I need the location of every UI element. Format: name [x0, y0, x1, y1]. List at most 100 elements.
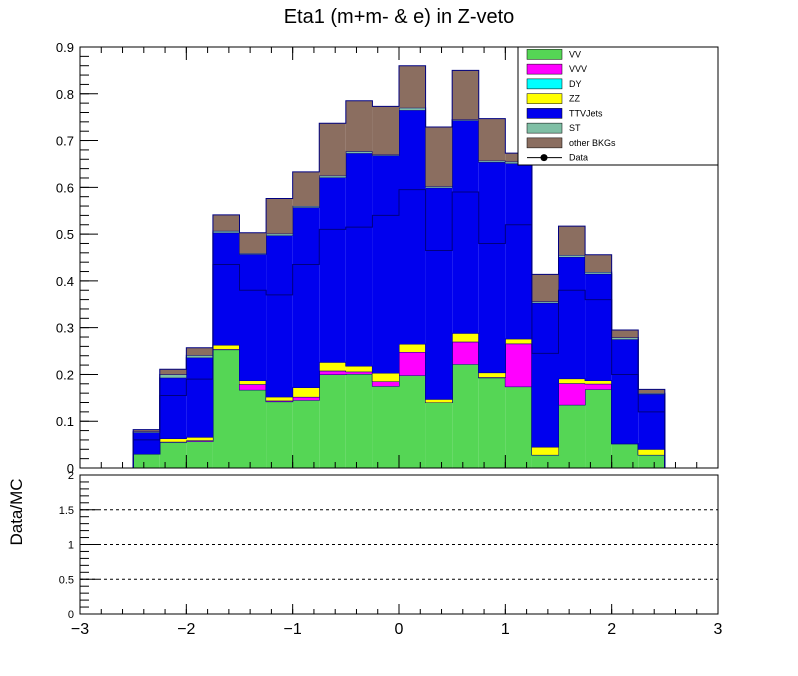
- bar-ttvjets: [319, 177, 346, 363]
- bar-vv: [452, 364, 479, 468]
- bar-vvv: [319, 370, 346, 375]
- x-tick-label: 0: [395, 621, 404, 638]
- bar-ttvjets: [266, 235, 293, 397]
- bar-vvv: [558, 383, 586, 405]
- legend-label-vv: VV: [569, 49, 581, 59]
- y-tick-label: 0: [67, 461, 74, 476]
- bar-st: [319, 175, 346, 178]
- bar-zz: [558, 378, 586, 384]
- legend-swatch-st: [526, 122, 563, 134]
- bar-other-bkgs: [159, 369, 187, 375]
- legend-swatch-vv: [526, 49, 563, 60]
- legend-label-vvv: VVV: [569, 64, 587, 74]
- bar-ttvjets: [505, 163, 532, 339]
- bar-other-bkgs: [531, 274, 559, 302]
- ratio-y-title: Data/MC: [7, 478, 26, 545]
- bar-zz: [399, 344, 426, 352]
- bar-zz: [266, 396, 293, 401]
- legend-label-zz: ZZ: [569, 94, 580, 104]
- bar-ttvjets: [478, 162, 506, 373]
- bar-zz: [345, 366, 373, 372]
- y-tick-label: 0.7: [56, 134, 74, 149]
- bar-ttvjets: [452, 120, 479, 334]
- x-tick-label: 3: [714, 621, 723, 638]
- legend-swatch-zz: [526, 93, 563, 104]
- y-tick-label: 0.4: [56, 274, 74, 289]
- bar-ttvjets: [399, 110, 426, 345]
- bar-st: [478, 160, 506, 163]
- bar-ttvjets: [558, 257, 586, 379]
- bar-st: [425, 186, 453, 188]
- bar-zz: [478, 372, 506, 378]
- bar-vvv: [345, 371, 373, 374]
- bar-vv: [585, 389, 612, 468]
- bar-vv: [611, 443, 639, 468]
- bar-vvv: [292, 396, 320, 401]
- bar-st: [266, 233, 293, 236]
- x-tick-label: −1: [284, 621, 302, 638]
- bar-other-bkgs: [425, 126, 453, 187]
- bar-other-bkgs: [239, 232, 267, 254]
- bar-other-bkgs: [212, 214, 240, 231]
- bar-ttvjets: [531, 302, 559, 447]
- bar-other-bkgs: [611, 330, 639, 338]
- x-tick-label: 1: [501, 621, 510, 638]
- bar-st: [292, 206, 320, 208]
- ratio-y-tick-label: 0: [68, 609, 74, 621]
- bar-zz: [638, 449, 665, 455]
- bar-vv: [399, 375, 426, 468]
- bar-ttvjets: [372, 155, 399, 374]
- stacked-histogram: [132, 65, 666, 468]
- x-tick-label: −3: [71, 621, 89, 638]
- bar-zz: [425, 399, 453, 403]
- bar-zz: [585, 380, 612, 384]
- bar-vv: [266, 401, 293, 468]
- y-tick-label: 0.5: [56, 227, 74, 242]
- stack-outline-other-bkgs: [132, 65, 666, 468]
- bar-vv: [372, 386, 399, 468]
- bar-ttvjets: [611, 339, 639, 444]
- bar-ttvjets: [159, 377, 187, 439]
- bar-zz: [531, 446, 559, 455]
- bar-ttvjets: [239, 254, 267, 381]
- bar-other-bkgs: [638, 389, 665, 394]
- bar-vv: [505, 386, 532, 468]
- bar-vvv: [372, 381, 399, 387]
- bar-other-bkgs: [585, 254, 612, 273]
- bar-other-bkgs: [319, 123, 346, 176]
- y-tick-label: 0.8: [56, 87, 74, 102]
- y-tick-label: 0.1: [56, 414, 74, 429]
- bar-vvv: [239, 384, 267, 390]
- legend-data-marker: [540, 154, 548, 162]
- y-tick-label: 0.9: [56, 40, 74, 55]
- bar-st: [345, 151, 373, 154]
- ratio-y-tick-label: 0.5: [59, 574, 74, 586]
- bar-vv: [212, 349, 240, 468]
- legend-swatch-other-bkgs: [526, 137, 563, 149]
- bar-ttvjets: [425, 187, 453, 400]
- bar-vvv: [452, 341, 479, 365]
- bar-st: [186, 355, 213, 358]
- bar-st: [399, 107, 426, 111]
- bar-vv: [425, 402, 453, 468]
- bar-ttvjets: [133, 432, 160, 454]
- y-tick-label: 0.3: [56, 321, 74, 336]
- bar-other-bkgs: [558, 226, 586, 256]
- bar-other-bkgs: [372, 106, 399, 155]
- legend-swatch-vvv: [526, 63, 563, 75]
- ratio-y-tick-label: 2: [68, 470, 74, 482]
- bar-other-bkgs: [452, 70, 479, 120]
- bar-st: [159, 374, 187, 378]
- bar-zz: [186, 437, 213, 441]
- y-tick-label: 0.6: [56, 180, 74, 195]
- legend-label-data: Data: [569, 153, 588, 163]
- legend-label-other-bkgs: other BKGs: [569, 138, 616, 148]
- bar-zz: [452, 333, 479, 342]
- bar-ttvjets: [345, 153, 373, 367]
- bar-vvv: [399, 351, 426, 376]
- bar-other-bkgs: [292, 171, 320, 207]
- bar-vv: [186, 441, 213, 468]
- bar-vvv: [505, 343, 532, 387]
